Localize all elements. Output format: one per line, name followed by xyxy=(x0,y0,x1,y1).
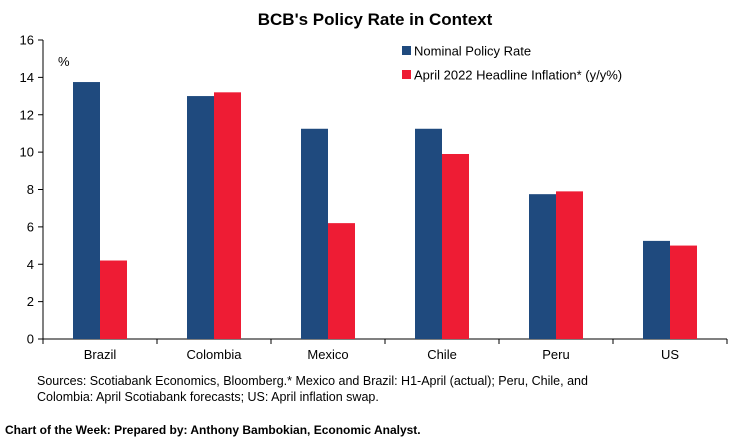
sources-note-line-1: Sources: Scotiabank Economics, Bloomberg… xyxy=(37,374,588,388)
x-tick-label: Brazil xyxy=(84,347,117,362)
y-tick-label: 6 xyxy=(27,219,34,234)
legend-label: April 2022 Headline Inflation* (y/y%) xyxy=(414,68,622,83)
y-tick-label: 4 xyxy=(27,257,34,272)
sources-note: Sources: Scotiabank Economics, Bloomberg… xyxy=(37,373,717,405)
y-tick-label: 2 xyxy=(27,294,34,309)
y-axis: 0 2 4 6 8 10 12 14 16 xyxy=(20,33,44,347)
y-tick-label: 16 xyxy=(20,33,34,48)
x-tick-label: US xyxy=(661,347,679,362)
bar-inflation xyxy=(442,153,469,339)
legend-swatch xyxy=(402,46,411,55)
bars xyxy=(73,82,697,339)
bar-inflation xyxy=(100,260,127,339)
bar-policy-rate xyxy=(529,194,556,339)
y-tick-label: 8 xyxy=(27,182,34,197)
bar-policy-rate xyxy=(643,240,670,339)
legend-swatch xyxy=(402,70,411,79)
y-tick-label: 14 xyxy=(20,70,34,85)
bar-inflation xyxy=(556,191,583,339)
legend-label: Nominal Policy Rate xyxy=(414,44,531,59)
x-tick-label: Mexico xyxy=(307,347,348,362)
y-axis-unit-label: % xyxy=(58,54,70,69)
y-tick-label: 10 xyxy=(20,145,34,160)
y-tick-label: 12 xyxy=(20,107,34,122)
y-tick-label: 0 xyxy=(27,332,34,347)
bar-policy-rate xyxy=(415,128,442,339)
chart-title: BCB's Policy Rate in Context xyxy=(258,10,493,29)
x-axis: Brazil Colombia Mexico Chile Peru US xyxy=(42,338,728,362)
legend: Nominal Policy Rate April 2022 Headline I… xyxy=(402,44,622,83)
bar-inflation xyxy=(670,245,697,339)
footer-credit: Chart of the Week: Prepared by: Anthony … xyxy=(5,423,421,437)
bar-inflation xyxy=(214,92,241,339)
x-tick-label: Colombia xyxy=(187,347,243,362)
bar-policy-rate xyxy=(187,96,214,339)
x-tick-label: Chile xyxy=(427,347,457,362)
sources-note-line-2: Colombia: April Scotiabank forecasts; US… xyxy=(37,390,379,404)
bar-inflation xyxy=(328,223,355,339)
x-tick-label: Peru xyxy=(542,347,569,362)
bar-policy-rate xyxy=(301,128,328,339)
bar-policy-rate xyxy=(73,82,100,339)
